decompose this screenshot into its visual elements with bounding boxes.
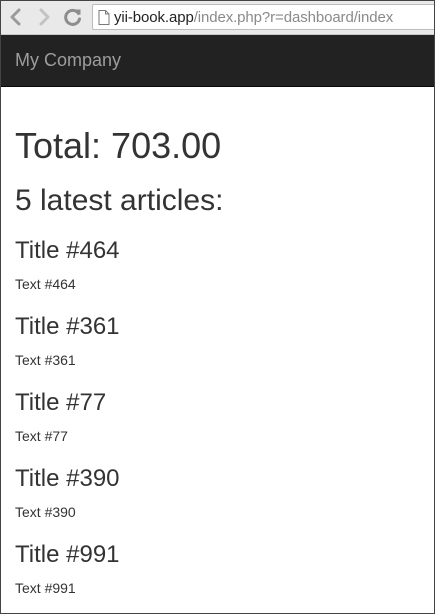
total-heading: Total: 703.00 xyxy=(15,125,222,166)
article-text: Text #77 xyxy=(15,428,68,444)
browser-toolbar: yii-book.app/index.php?r=dashboard/index xyxy=(1,1,434,35)
article-text: Text #991 xyxy=(15,580,76,596)
navbar: My Company xyxy=(1,35,434,87)
reload-icon[interactable] xyxy=(61,5,85,29)
article-text: Text #390 xyxy=(15,504,76,520)
brand-link[interactable]: My Company xyxy=(15,50,122,70)
forward-arrow-icon[interactable] xyxy=(32,5,56,29)
page-icon xyxy=(98,9,110,25)
latest-articles-heading: 5 latest articles: xyxy=(15,184,224,217)
article-item: Title #464 Text #464 xyxy=(15,237,120,292)
article-title: Title #464 xyxy=(15,237,120,264)
article-item: Title #390 Text #390 xyxy=(15,465,120,520)
article-text: Text #361 xyxy=(15,352,76,368)
article-item: Title #991 Text #991 xyxy=(15,541,120,596)
back-arrow-icon[interactable] xyxy=(4,5,28,29)
address-bar[interactable]: yii-book.app/index.php?r=dashboard/index xyxy=(92,4,434,30)
url-text: yii-book.app/index.php?r=dashboard/index xyxy=(114,9,393,26)
url-path: /index.php?r=dashboard/index xyxy=(193,8,394,26)
article-item: Title #77 Text #77 xyxy=(15,389,107,444)
article-title: Title #390 xyxy=(15,465,120,492)
article-title: Title #77 xyxy=(15,389,107,416)
article-title: Title #991 xyxy=(15,541,120,568)
article-text: Text #464 xyxy=(15,276,76,292)
article-title: Title #361 xyxy=(15,313,120,340)
url-host: yii-book.app xyxy=(114,8,194,26)
article-item: Title #361 Text #361 xyxy=(15,313,120,368)
